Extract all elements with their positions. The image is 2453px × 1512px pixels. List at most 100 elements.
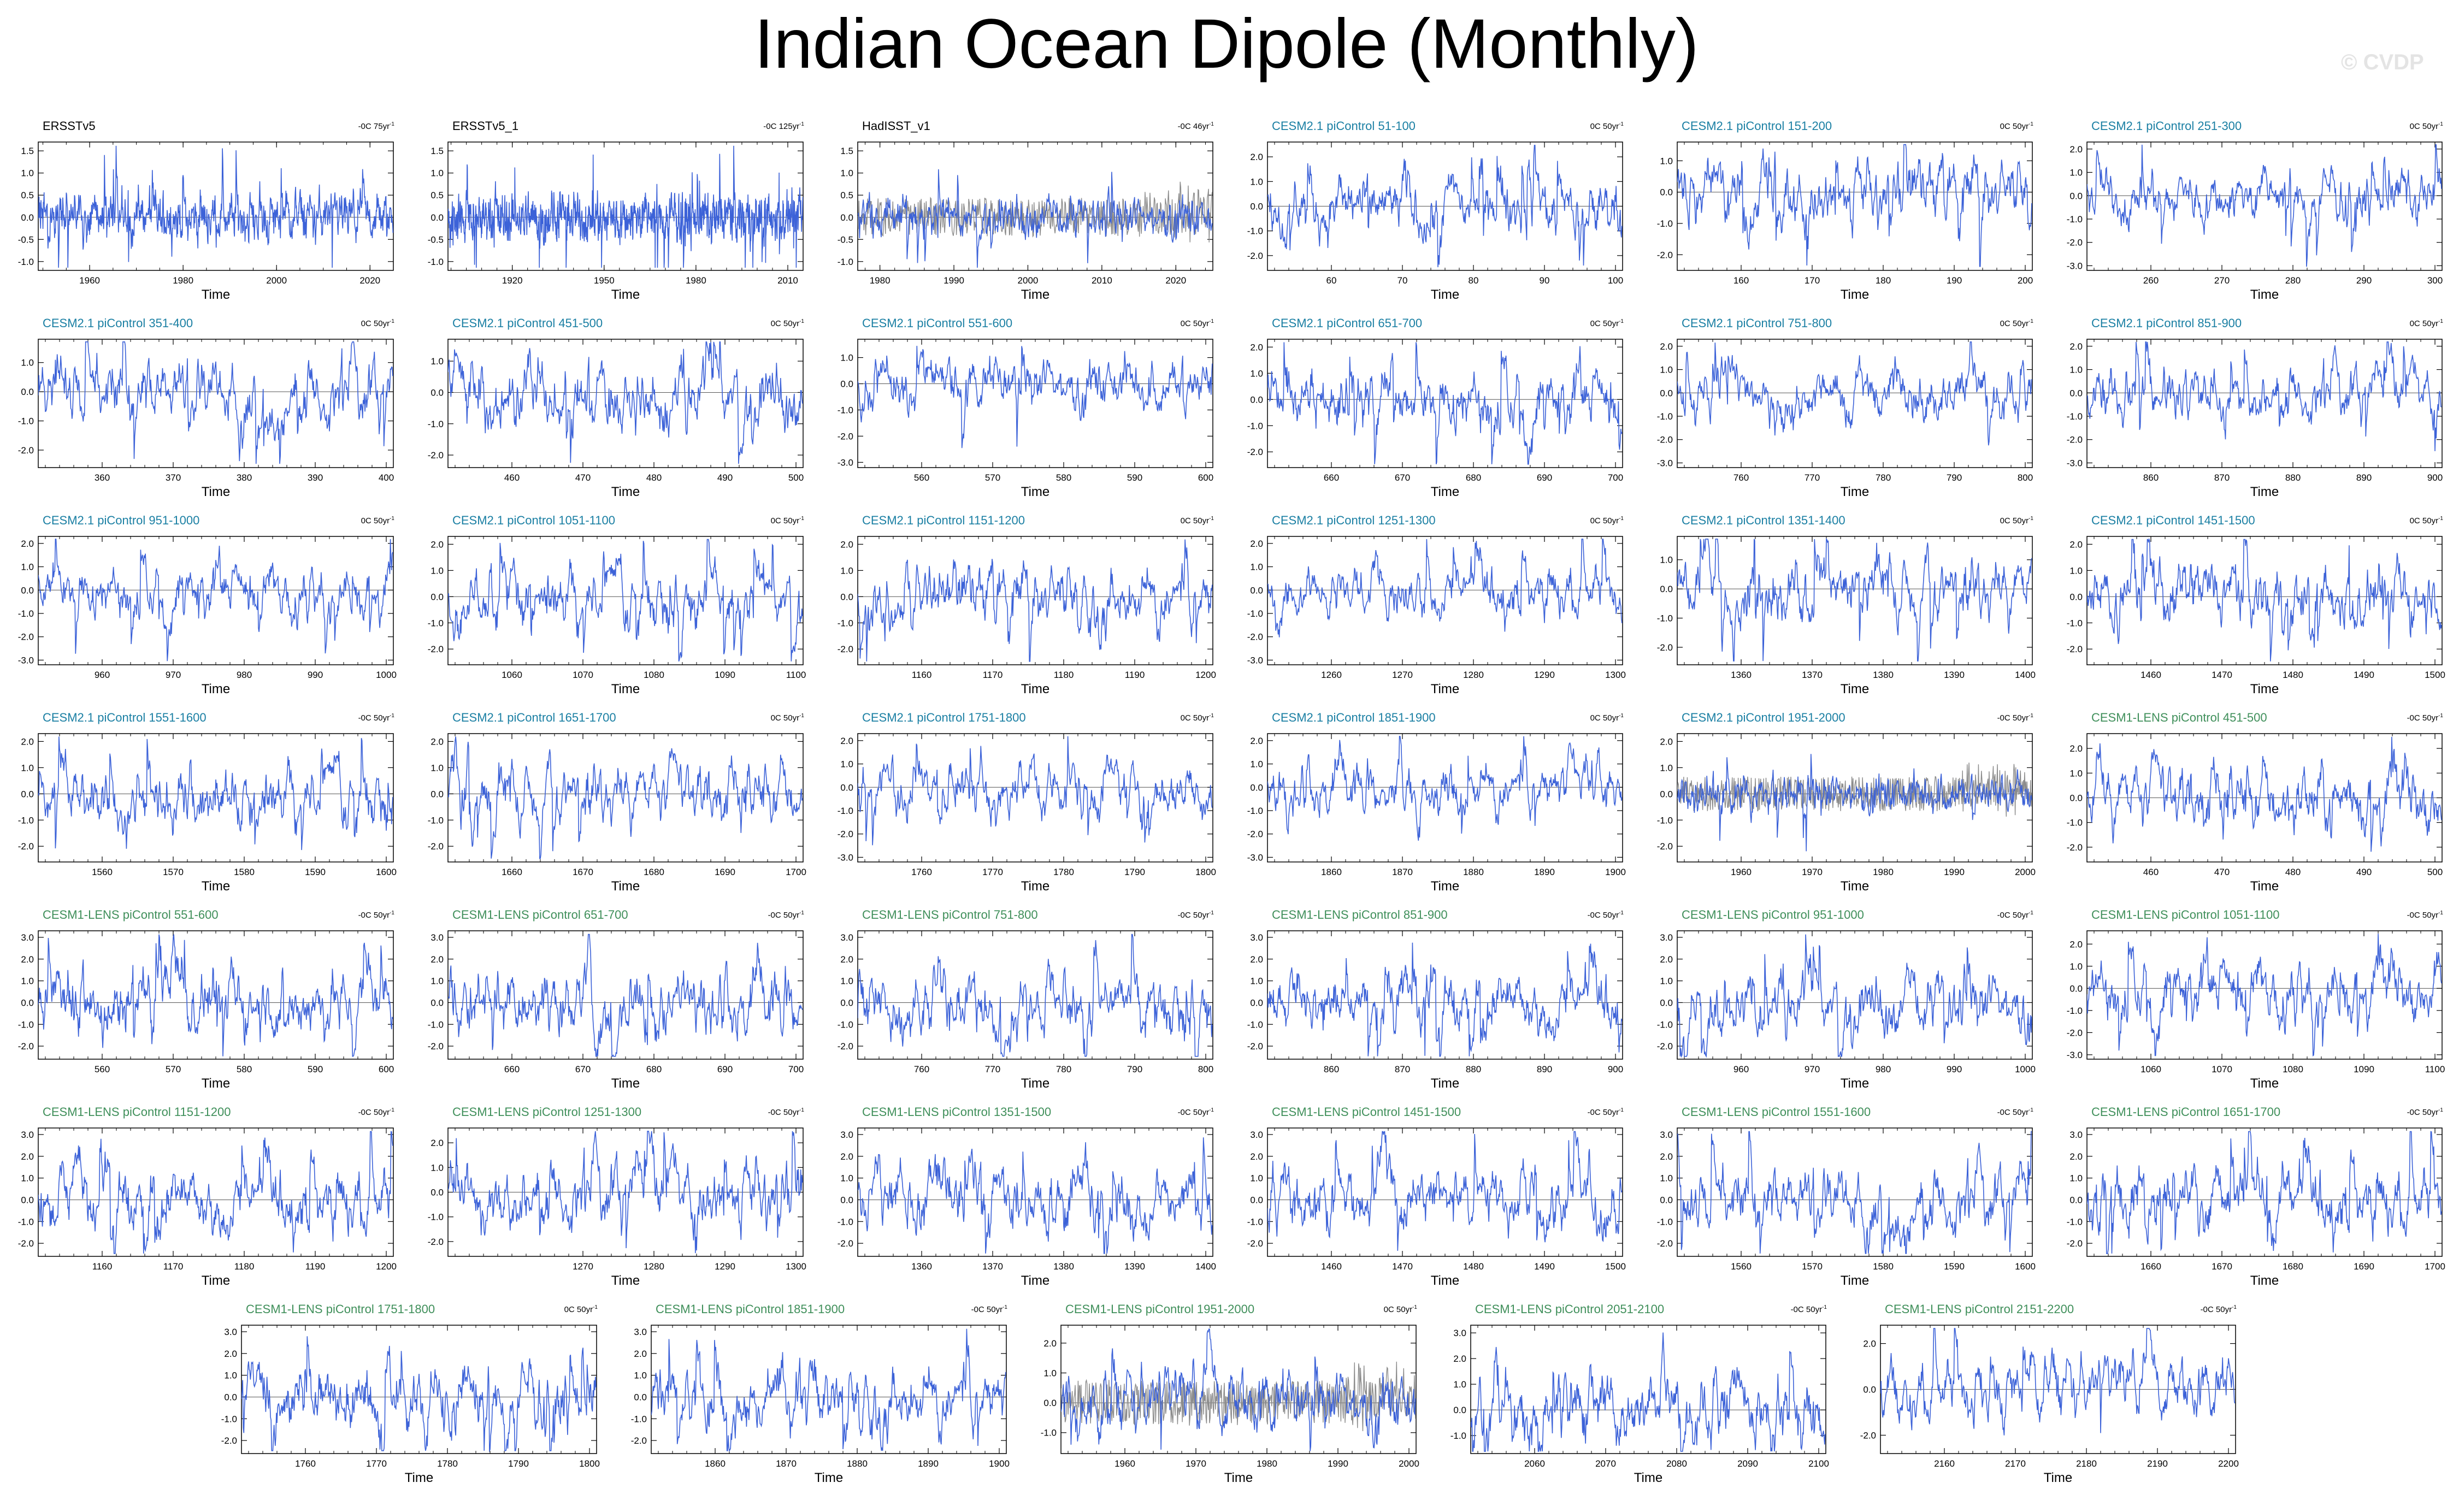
y-tick-label: -2.0 [221, 1436, 237, 1446]
chart-panel: CESM2.1 piControl 351-400 0C 50yr-1 360 370… [4, 312, 398, 509]
y-tick-label: -1.0 [2067, 1006, 2083, 1016]
x-tick-label: 260 [2143, 275, 2159, 286]
panel-title: CESM2.1 piControl 1851-1900 [1272, 711, 1436, 724]
y-tick-label: 0.5 [431, 190, 444, 200]
y-tick-label: -3.0 [1247, 852, 1263, 863]
x-tick-label: 890 [1537, 1064, 1552, 1074]
y-tick-label: 1.0 [431, 168, 444, 179]
chart-panel: CESM1-LENS piControl 951-1000 -0C 50yr-1 9… [1643, 903, 2037, 1100]
x-tick-label: 660 [1324, 472, 1339, 483]
y-tick-label: -2.0 [1657, 642, 1673, 653]
x-tick-label: 1560 [92, 867, 113, 877]
trend-label: -0C 125yr-1 [763, 121, 804, 131]
series-line [858, 169, 1213, 268]
panel-title: CESM2.1 piControl 1251-1300 [1272, 513, 1436, 527]
y-tick-label: 1.0 [840, 759, 853, 770]
x-tick-label: 1860 [1321, 867, 1342, 877]
trend-value: -0C 50yr [358, 911, 390, 920]
panel-title: CESM2.1 piControl 351-400 [43, 316, 193, 330]
y-tick-label: 2.0 [431, 736, 444, 747]
y-tick-label: 0.0 [431, 387, 444, 398]
x-tick-label: 1270 [573, 1261, 593, 1272]
trend-unit-exponent: -1 [390, 910, 394, 916]
x-tick-label: 200 [2018, 275, 2033, 286]
x-tick-label: 1660 [502, 867, 522, 877]
y-tick-label: 2.0 [1863, 1339, 1876, 1349]
x-tick-label: 490 [2356, 867, 2372, 877]
y-tick-label: 0.0 [840, 1195, 853, 1205]
y-tick-label: -1.0 [838, 405, 853, 415]
x-tick-label: 960 [95, 670, 110, 680]
y-tick-label: 2.0 [1250, 539, 1263, 549]
x-axis-label: Time [2044, 1470, 2072, 1485]
y-tick-label: 1.0 [1250, 368, 1263, 379]
y-tick-label: 1.0 [431, 1162, 444, 1173]
y-tick-label: -2.0 [1657, 250, 1673, 260]
series-line [1267, 1131, 1623, 1251]
panel-title: CESM1-LENS piControl 651-700 [452, 908, 628, 922]
x-tick-label: 1080 [644, 670, 664, 680]
x-tick-label: 870 [2214, 472, 2230, 483]
panel-title: CESM2.1 piControl 251-300 [2091, 119, 2242, 133]
trend-value: -0C 50yr [2407, 911, 2439, 920]
x-tick-label: 2070 [1595, 1458, 1616, 1469]
x-tick-label: 1690 [2354, 1261, 2374, 1272]
trend-value: 0C 50yr [1180, 713, 1210, 723]
y-tick-label: 0.0 [1660, 584, 1673, 594]
y-tick-label: -2.0 [1247, 1238, 1263, 1249]
x-tick-label: 690 [717, 1064, 733, 1074]
y-tick-label: 2.0 [2069, 539, 2083, 550]
y-tick-label: 0.0 [1863, 1385, 1876, 1395]
trend-value: -0C 50yr [768, 911, 800, 920]
y-tick-label: 0.0 [1250, 1195, 1263, 1205]
x-axis-label: Time [1841, 1076, 1869, 1091]
panel-title: CESM2.1 piControl 1951-2000 [1682, 711, 1845, 724]
y-tick-label: 1.0 [431, 356, 444, 367]
x-tick-label: 90 [1540, 275, 1550, 286]
y-tick-label: -1.0 [1657, 218, 1673, 229]
x-tick-label: 280 [2285, 275, 2301, 286]
line-chart: 1660 1670 1680 1690 1700 3.0 2.0 1.0 0.0 -1.0 -2.0… [2067, 1127, 2445, 1288]
x-tick-label: 1380 [1873, 670, 1894, 680]
y-tick-label: 1.0 [1453, 1379, 1466, 1390]
panel-title: CESM1-LENS piControl 1351-1500 [862, 1105, 1052, 1119]
trend-unit-exponent: -1 [390, 516, 394, 522]
plot-frame [1267, 1127, 1623, 1257]
x-tick-label: 270 [2214, 275, 2230, 286]
trend-value: 0C 50yr [1180, 516, 1210, 525]
line-chart: 1560 1570 1580 1590 1600 2.0 1.0 0.0 -1.0 -2.0 Tim… [18, 733, 397, 894]
y-tick-label: -2.0 [428, 1041, 444, 1052]
x-tick-label: 1960 [1115, 1458, 1135, 1469]
x-tick-label: 2000 [266, 275, 287, 286]
trend-value: 0C 50yr [1383, 1305, 1413, 1314]
x-tick-label: 70 [1397, 275, 1408, 286]
chart-panel: CESM2.1 piControl 1651-1700 0C 50yr-1 1660… [414, 706, 807, 903]
trend-unit-exponent: -1 [2438, 1107, 2443, 1113]
x-tick-label: 980 [1876, 1064, 1891, 1074]
plot-frame [651, 1325, 1007, 1454]
chart-panel: CESM1-LENS piControl 1951-2000 0C 50yr-1 1… [1027, 1298, 1420, 1495]
panel-title: ERSSTv5 [43, 119, 96, 133]
trend-label: -0C 50yr-1 [1997, 1107, 2033, 1117]
x-tick-label: 1070 [2212, 1064, 2232, 1074]
y-tick-label: -1.0 [838, 1216, 853, 1227]
chart-panel: CESM1-LENS piControl 1651-1700 -0C 50yr-1… [2053, 1101, 2446, 1297]
panel-title: CESM2.1 piControl 1551-1600 [43, 711, 207, 724]
y-tick-label: -2.0 [1247, 829, 1263, 840]
y-tick-label: 1.0 [840, 353, 853, 363]
trend-label: 0C 50yr-1 [564, 1304, 598, 1314]
y-tick-label: 1.0 [2069, 365, 2083, 375]
series-line [2087, 736, 2442, 852]
y-tick-label: 0.0 [1453, 1405, 1466, 1415]
line-chart: 2060 2070 2080 2090 2100 3.0 2.0 1.0 0.0 -1.0 Time [1450, 1325, 1829, 1485]
line-chart: 660 670 680 690 700 3.0 2.0 1.0 0.0 -1.0 -2.0 Time [428, 930, 804, 1091]
x-tick-label: 1470 [1392, 1261, 1413, 1272]
x-tick-label: 1390 [1124, 1261, 1145, 1272]
y-tick-label: 0.0 [21, 997, 34, 1008]
series-line [858, 736, 1213, 846]
trend-unit-exponent: -1 [1619, 318, 1624, 324]
panel-title: CESM1-LENS piControl 2151-2200 [1885, 1302, 2074, 1316]
trend-label: 0C 50yr-1 [771, 318, 804, 328]
y-tick-label: -1.0 [2067, 1216, 2083, 1227]
series-line [1677, 1131, 2032, 1254]
